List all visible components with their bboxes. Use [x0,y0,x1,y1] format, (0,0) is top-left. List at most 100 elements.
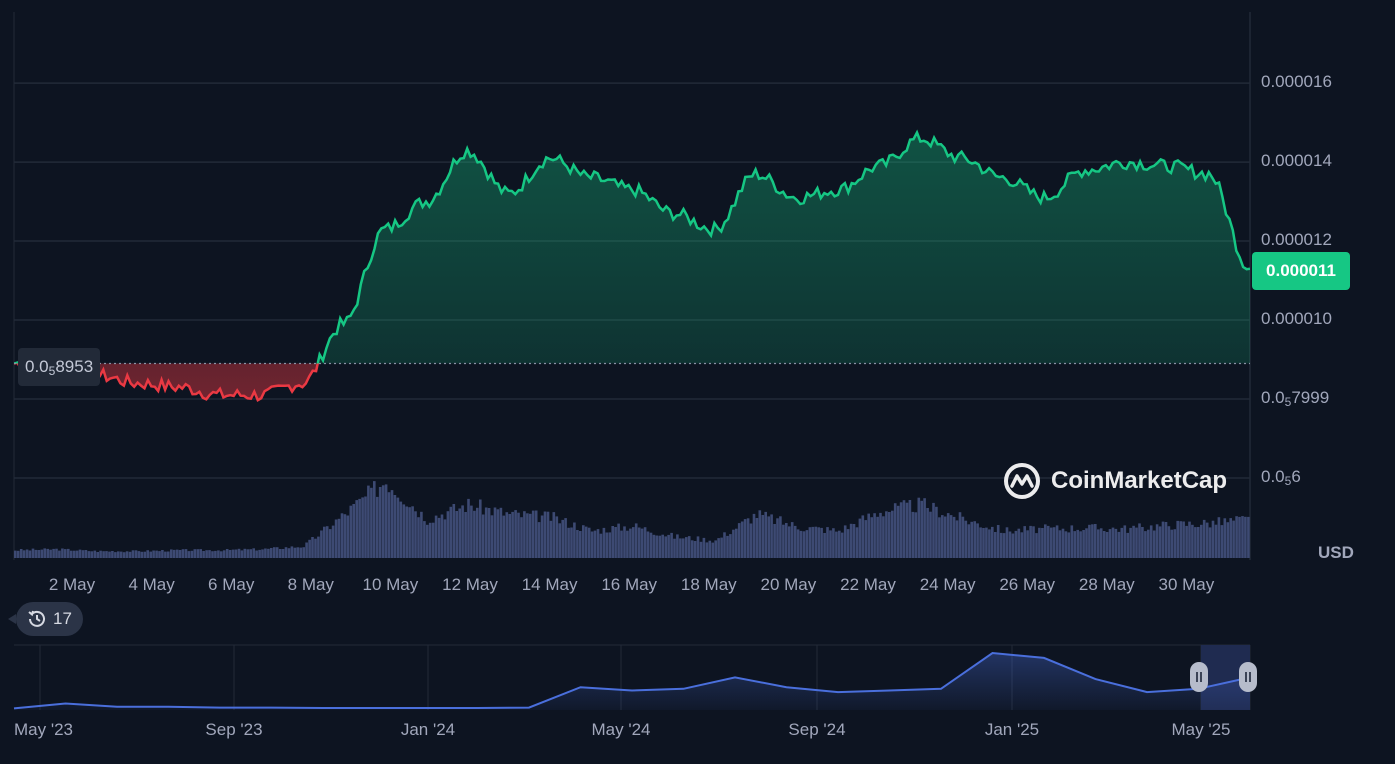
volume-bar [152,550,155,558]
volume-bar [22,550,26,558]
volume-bar [52,548,55,558]
volume-bar [720,537,723,558]
volume-bar [620,530,623,558]
volume-bar [431,522,435,558]
volume-bar [1111,527,1115,558]
volume-bar [320,530,323,558]
volume-bar [690,540,694,558]
volume-bar [1041,528,1044,558]
volume-bar [896,505,900,558]
volume-bar [788,526,791,558]
overview-x-tick-label: May '24 [592,720,651,739]
volume-bar [122,552,126,558]
volume-bar [523,511,526,558]
volume-bar [155,550,158,558]
volume-bar [587,527,591,558]
volume-bar [988,529,991,558]
volume-bar [1005,527,1009,558]
volume-bar [217,550,220,558]
range-handle-right[interactable] [1239,662,1257,692]
volume-bar [449,506,453,558]
volume-bar [328,529,332,558]
volume-bar [1191,524,1194,558]
volume-bar [1167,526,1171,558]
up-region [14,129,1250,364]
volume-bar [805,530,809,558]
volume-bar [702,537,706,558]
volume-bar [137,551,141,558]
volume-bar [131,550,135,558]
volume-bar [149,551,152,558]
volume-bar [1091,524,1094,558]
volume-bar [381,485,385,558]
volume-bar [873,513,876,558]
volume-bar [505,512,509,558]
volume-bar [255,550,258,558]
volume-bar [1226,522,1230,558]
volume-bar [493,507,497,558]
volume-bar [758,510,762,558]
volume-bar [102,551,105,558]
volume-bar [932,502,935,558]
volume-bar [626,530,629,558]
volume-bar [1135,527,1138,558]
volume-bar [1049,527,1053,558]
x-tick-label: 30 May [1159,575,1215,594]
volume-bar [1229,518,1232,558]
volume-bar [982,528,985,558]
volume-bar [811,526,815,558]
volume-bar [985,527,988,558]
volume-bar [1023,526,1026,558]
volume-bar [852,524,856,558]
volume-bar [287,548,291,558]
volume-bar [832,528,835,558]
volume-bar [84,550,88,558]
volume-bar [617,523,620,558]
volume-bar [1208,527,1212,558]
range-handle-left[interactable] [1190,662,1208,692]
volume-bar [935,506,938,558]
y-tick-label: 0.056 [1261,467,1301,488]
volume-bar [411,506,414,558]
volume-bar [582,525,585,558]
x-tick-label: 14 May [522,575,578,594]
volume-bar [714,540,717,558]
volume-bar [1105,532,1109,558]
volume-bar [125,551,129,558]
volume-bar [140,551,144,558]
volume-bar [646,531,650,558]
volume-bar [246,549,250,558]
volume-bar [835,531,838,558]
volume-bar [920,500,923,558]
volume-bar [779,516,782,558]
volume-bar [599,533,603,558]
volume-bar [996,525,1000,558]
volume-bar [664,536,667,558]
volume-bar [423,521,426,558]
volume-bar [69,550,73,558]
volume-bar [808,527,812,558]
overview-navigator[interactable]: May '23 Sep '23 Jan '24 May '24 Sep '24 Jan '… [13,644,1251,739]
volume-bar [1244,516,1247,558]
baseline-prefix: 0.0 [25,357,49,376]
history-badge[interactable]: 17 [8,602,83,636]
volume-bar [434,515,438,558]
volume-bar [134,550,138,558]
volume-bar [879,512,882,558]
x-tick-label: 2 May [49,575,96,594]
volume-bar [1149,525,1153,558]
volume-bar [172,549,176,558]
volume-bar [196,549,200,558]
volume-bar [1108,529,1112,558]
volume-bar [1238,516,1241,558]
volume-bar [708,540,712,558]
volume-bar [1038,527,1041,558]
volume-bar [1147,529,1150,558]
volume-bar [337,518,341,558]
volume-bar [170,549,173,558]
volume-bar [1017,528,1021,558]
volume-bar [514,510,517,558]
volume-bar [746,518,750,558]
volume-bar [476,507,479,558]
volume-bar [228,550,232,558]
